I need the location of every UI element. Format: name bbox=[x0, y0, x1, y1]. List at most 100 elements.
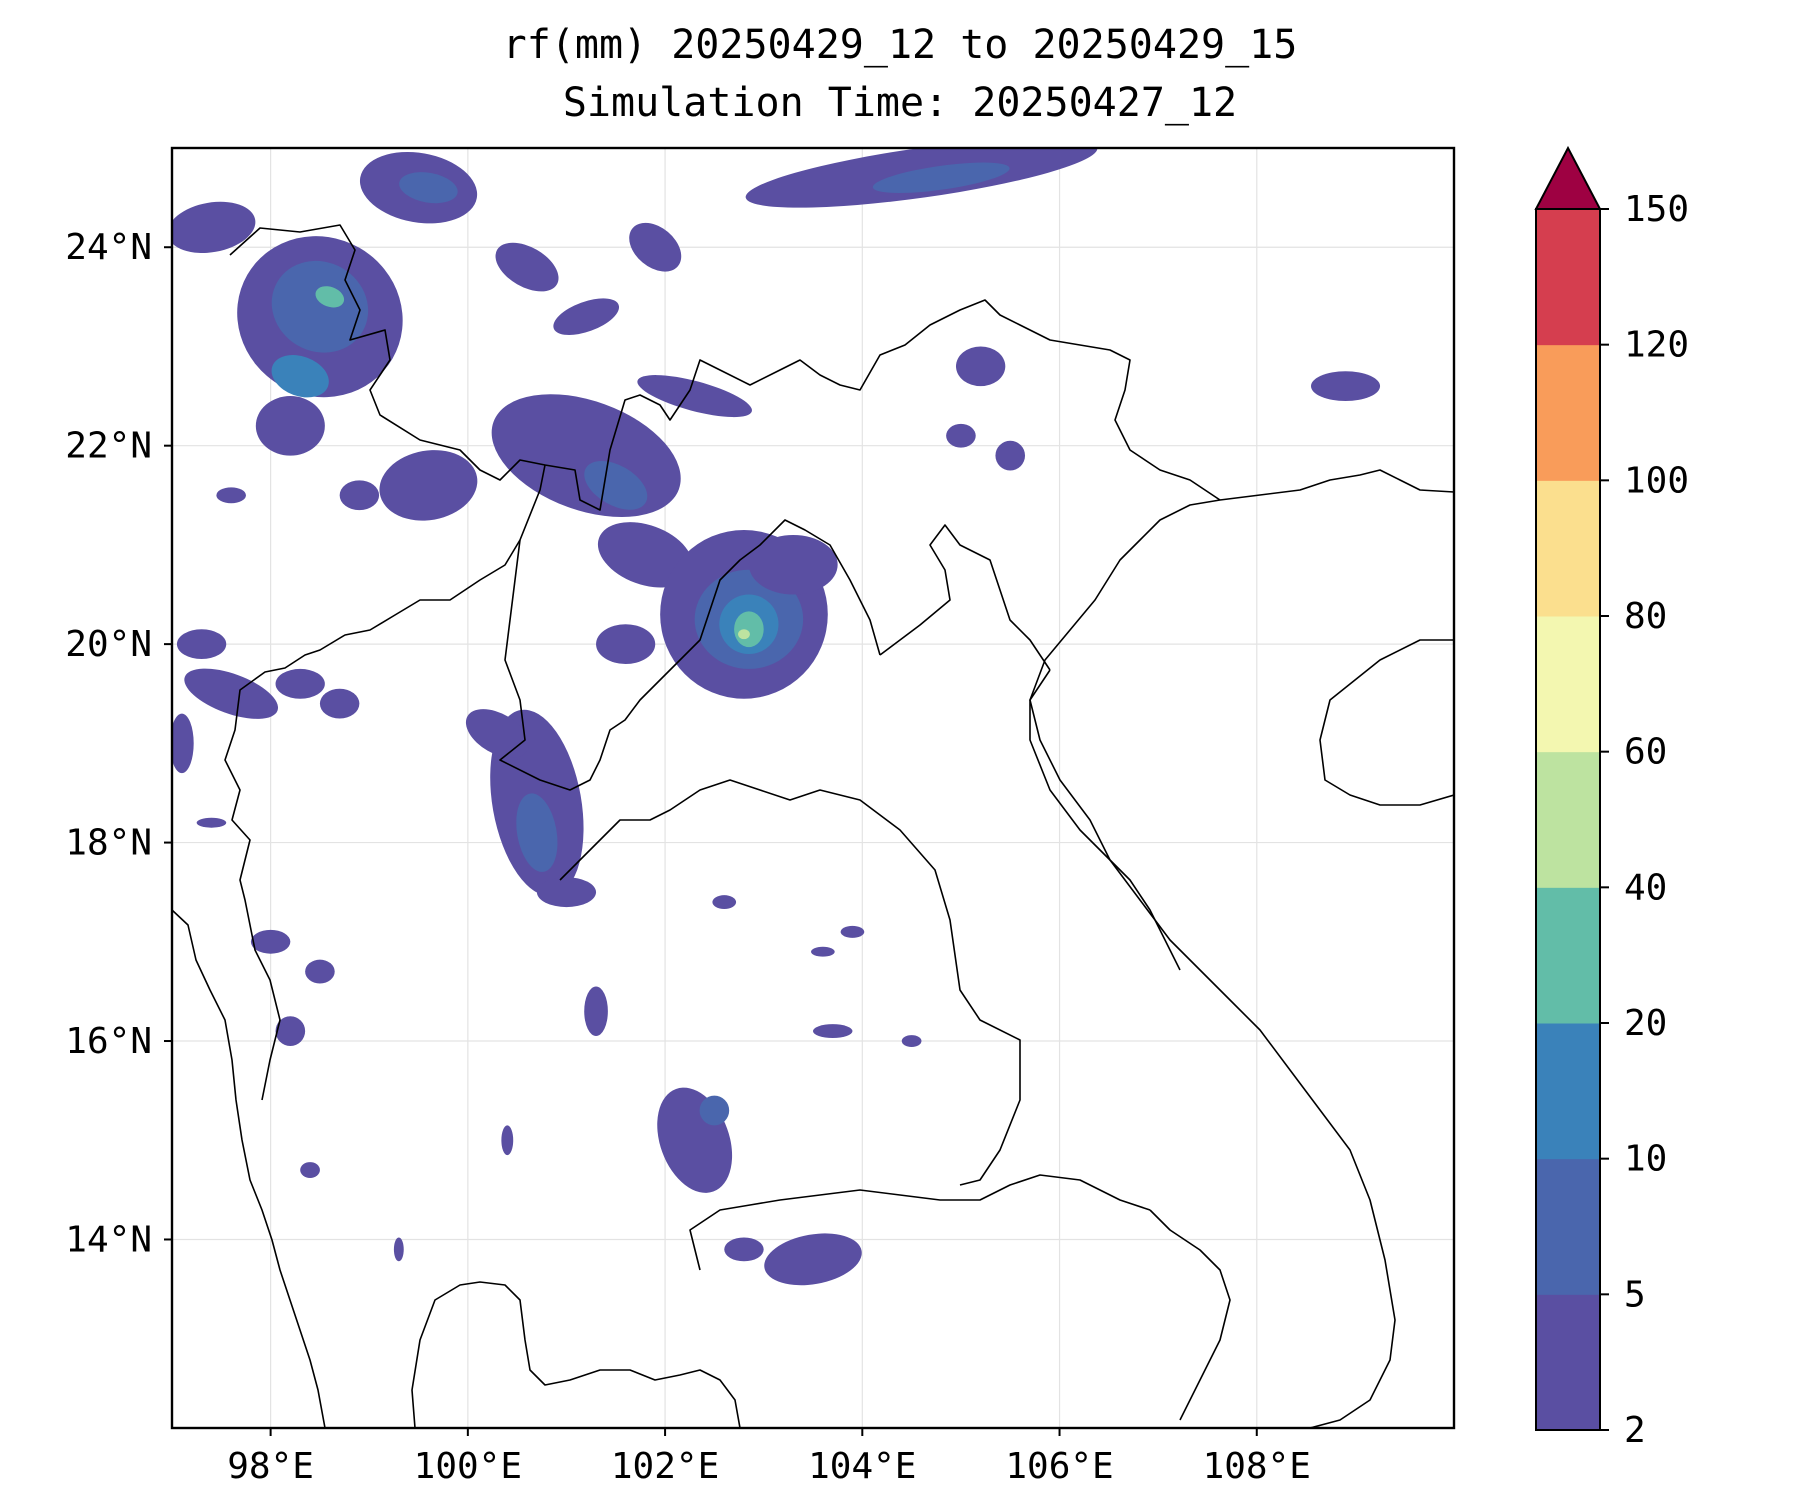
rain-area-29 bbox=[184, 668, 278, 719]
colorbar-label: 150 bbox=[1624, 189, 1689, 230]
colorbar-extend-arrow bbox=[1534, 145, 1602, 210]
border-laos-vietnam bbox=[879, 524, 1051, 671]
rain-area-56 bbox=[300, 1162, 320, 1178]
rain-area-3 bbox=[315, 286, 345, 308]
lat-tick-label: 24°N bbox=[65, 227, 152, 268]
rain-area-30 bbox=[176, 629, 227, 660]
border-mekong bbox=[559, 779, 1021, 1186]
latitude-axis: 14°N 16°N 18°N 20°N 22°N 24°N bbox=[65, 227, 172, 1260]
rain-area-45 bbox=[250, 929, 291, 954]
rain-area-4 bbox=[255, 396, 325, 456]
rain-area-52 bbox=[216, 487, 246, 504]
colorbar-label: 80 bbox=[1624, 596, 1667, 637]
colorbar-label: 20 bbox=[1624, 1003, 1667, 1044]
rain-area-31 bbox=[172, 713, 194, 774]
rain-area-27 bbox=[536, 877, 597, 908]
lat-tick-label: 16°N bbox=[65, 1021, 152, 1062]
rain-area-17 bbox=[597, 522, 693, 588]
border-cambodia bbox=[689, 1174, 1151, 1271]
rain-area-23 bbox=[738, 629, 750, 640]
rain-area-43 bbox=[275, 1016, 306, 1046]
border-cambodia-vietnam bbox=[1149, 1209, 1231, 1421]
lon-tick-label: 98°E bbox=[227, 1446, 314, 1487]
rain-area-50 bbox=[712, 895, 737, 910]
rain-area-13 bbox=[379, 450, 478, 521]
rain-area-28 bbox=[465, 709, 529, 758]
colorbar-segment-7 bbox=[1536, 344, 1600, 481]
rain-area-33 bbox=[319, 688, 360, 719]
rain-area-26 bbox=[516, 793, 558, 872]
lat-tick-label: 20°N bbox=[65, 624, 152, 665]
map-title: rf(mm) 20250429_12 to 20250429_15 bbox=[502, 22, 1298, 68]
rain-area-47 bbox=[811, 946, 835, 957]
colorbar: 2 5 10 20 40 60 80 100 120 150 bbox=[1534, 145, 1689, 1451]
border-china-laos-vietnam bbox=[544, 299, 1221, 511]
coastline-hainan bbox=[1319, 639, 1454, 806]
lon-tick-label: 104°E bbox=[808, 1446, 916, 1487]
colorbar-segment-3 bbox=[1536, 887, 1600, 1024]
rain-area-39 bbox=[699, 1095, 730, 1126]
lon-tick-label: 108°E bbox=[1203, 1446, 1311, 1487]
rain-area-11 bbox=[629, 222, 682, 272]
colorbar-frame bbox=[1535, 208, 1601, 1431]
lon-tick-label: 106°E bbox=[1005, 1446, 1113, 1487]
colorbar-segment-5 bbox=[1536, 616, 1600, 753]
border-laos-vietnam-south bbox=[1029, 669, 1181, 971]
rain-area-42 bbox=[584, 986, 608, 1037]
border-myanmar-thailand-laos bbox=[224, 464, 546, 1101]
colorbar-segment-2 bbox=[1536, 1023, 1600, 1160]
colorbar-segment-4 bbox=[1536, 751, 1600, 888]
rain-area-34 bbox=[955, 346, 1006, 387]
rain-area-1 bbox=[271, 260, 369, 353]
coastline-vietnam bbox=[1029, 469, 1454, 1428]
rainfall-field bbox=[172, 148, 1381, 1286]
rain-area-24 bbox=[748, 534, 838, 595]
rain-area-51 bbox=[339, 480, 380, 511]
colorbar-label: 2 bbox=[1624, 1410, 1646, 1451]
map-frame bbox=[170, 146, 1456, 1430]
map-subtitle: Simulation Time: 20250427_12 bbox=[562, 80, 1238, 126]
colorbar-segment-0 bbox=[1536, 1294, 1600, 1431]
rain-area-32 bbox=[275, 668, 325, 699]
rain-area-41 bbox=[724, 1237, 764, 1262]
lon-tick-label: 102°E bbox=[611, 1446, 719, 1487]
colorbar-segment-1 bbox=[1536, 1158, 1600, 1295]
colorbar-label: 120 bbox=[1624, 325, 1689, 366]
rain-area-15 bbox=[584, 461, 648, 510]
rain-area-55 bbox=[196, 817, 227, 828]
rain-area-54 bbox=[393, 1237, 404, 1262]
colorbar-segment-6 bbox=[1536, 480, 1600, 617]
lat-tick-label: 22°N bbox=[65, 426, 152, 467]
rain-area-22 bbox=[734, 611, 764, 648]
rain-area-44 bbox=[305, 959, 335, 984]
rain-area-35 bbox=[946, 423, 976, 448]
border-china-myanmar bbox=[229, 224, 546, 481]
colorbar-segment-8 bbox=[1536, 209, 1600, 346]
colorbar-label: 10 bbox=[1624, 1139, 1667, 1180]
lat-tick-label: 14°N bbox=[65, 1219, 152, 1260]
rain-area-12 bbox=[553, 298, 620, 335]
rain-area-10 bbox=[495, 242, 559, 292]
rain-area-49 bbox=[901, 1035, 922, 1047]
rain-area-37 bbox=[1311, 371, 1381, 402]
colorbar-label: 40 bbox=[1624, 867, 1667, 908]
map-borders bbox=[172, 224, 1454, 1428]
rain-area-5 bbox=[172, 201, 256, 253]
rain-area-16 bbox=[637, 375, 752, 418]
border-thailand-laos bbox=[499, 519, 881, 791]
rain-area-36 bbox=[995, 440, 1026, 471]
rain-area-53 bbox=[501, 1125, 514, 1156]
colorbar-label: 100 bbox=[1624, 460, 1689, 501]
rain-area-2 bbox=[271, 355, 329, 398]
colorbar-label: 5 bbox=[1624, 1274, 1646, 1315]
rain-area-9 bbox=[872, 162, 1010, 193]
rain-area-7 bbox=[399, 172, 458, 204]
longitude-axis: 98°E 100°E 102°E 104°E 106°E 108°E bbox=[227, 1428, 1311, 1487]
rain-area-40 bbox=[764, 1233, 862, 1286]
rain-area-48 bbox=[813, 1024, 853, 1039]
lat-tick-label: 18°N bbox=[65, 823, 152, 864]
rain-area-18 bbox=[596, 624, 656, 664]
coastline-gulf-of-thailand bbox=[411, 1281, 741, 1428]
coastline-andaman bbox=[172, 909, 326, 1428]
